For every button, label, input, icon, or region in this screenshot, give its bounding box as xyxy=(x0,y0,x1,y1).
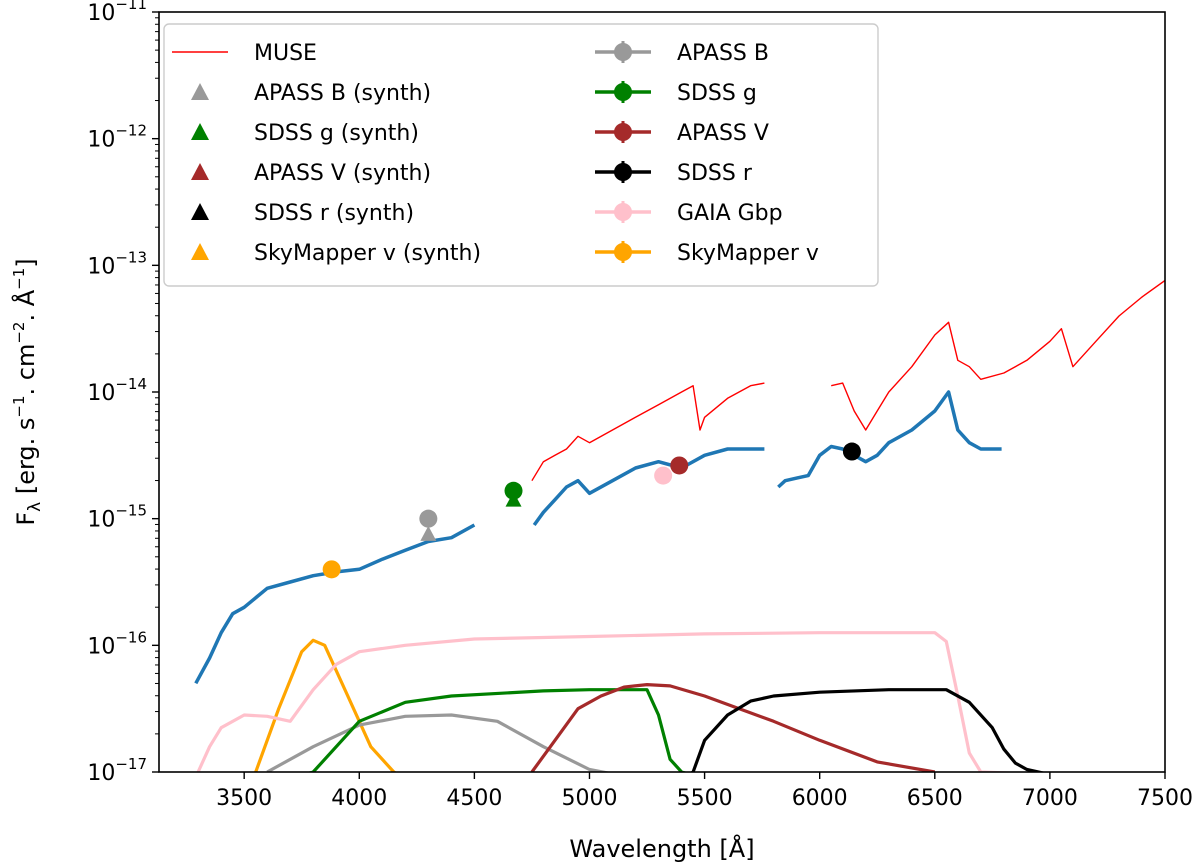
filter-curve-gaia-gbp xyxy=(196,631,1026,772)
legend-items: MUSE APASS B (synth) SDSS g (synth) APASS V… xyxy=(172,41,819,266)
legend-box xyxy=(163,23,879,287)
legend-label: APASS V (synth) xyxy=(254,161,431,186)
legend-label: APASS B xyxy=(677,41,769,66)
synth-point-apass-b-synth xyxy=(420,525,437,541)
x-tick-label: 7000 xyxy=(1022,786,1078,811)
spectrum-series xyxy=(194,390,1002,685)
spectrum-segment-1 xyxy=(194,523,476,685)
filter-curve-skymapper-v xyxy=(254,638,398,772)
legend-label: SDSS r (synth) xyxy=(254,201,414,226)
x-axis-label: Wavelength [Å] xyxy=(569,834,754,863)
y-axis-label-group: Fλ [erg. s−1. cm−2. Å−1] xyxy=(10,258,45,525)
y-axis-label: Fλ [erg. s−1. cm−2. Å−1] xyxy=(10,258,45,525)
legend-errorbar-dot xyxy=(614,163,632,181)
y-label-units3: . Å xyxy=(11,289,40,321)
legend-label: SkyMapper v (synth) xyxy=(254,241,481,266)
photometry-point-apass-b xyxy=(419,509,438,528)
muse-series xyxy=(531,279,1165,482)
legend-item-apass-b-synth: APASS B (synth) xyxy=(191,81,431,106)
legend-label: SkyMapper v xyxy=(677,241,819,266)
x-tick-label: 7500 xyxy=(1137,786,1193,811)
legend-label: APASS V xyxy=(677,121,769,146)
legend-label: SDSS r xyxy=(677,161,753,186)
legend-item-skymapper-v: SkyMapper v xyxy=(595,241,819,266)
legend-item-sdss-g-synth: SDSS g (synth) xyxy=(191,121,419,146)
y-label-units: [erg. s xyxy=(12,418,40,502)
legend-item-apass-v: APASS V xyxy=(595,121,769,146)
legend-label: SDSS g (synth) xyxy=(254,121,419,146)
filter-curve-apass-b xyxy=(266,713,612,772)
y-label-end: ] xyxy=(12,258,40,267)
muse-segment-1 xyxy=(531,382,765,482)
legend-errorbar-dot xyxy=(614,203,632,221)
legend-errorbar-dot xyxy=(614,243,632,261)
legend-errorbar-dot xyxy=(614,43,632,61)
legend-triangle-marker xyxy=(191,243,209,260)
y-tick-label: 10−13 xyxy=(87,248,147,279)
y-tick-label: 10−15 xyxy=(87,502,147,533)
x-tick-label: 5000 xyxy=(561,786,617,811)
legend-triangle-marker xyxy=(191,83,209,100)
y-tick-label: 10−14 xyxy=(87,375,147,406)
y-label-units2: . cm xyxy=(12,344,40,396)
y-tick-label: 10−11 xyxy=(87,0,147,26)
y-label-f: F xyxy=(12,512,40,526)
legend-errorbar-dot xyxy=(614,83,632,101)
photometry-point-gaia-gbp xyxy=(654,466,673,485)
spectrum-segment-3 xyxy=(777,390,1002,489)
y-tick-label: 10−17 xyxy=(87,755,147,786)
legend-item-sdss-r-synth: SDSS r (synth) xyxy=(191,201,414,226)
legend-item-sdss-r: SDSS r xyxy=(595,161,753,186)
legend-item-sdss-g: SDSS g xyxy=(595,81,757,106)
filter-curves xyxy=(196,631,1046,772)
x-tick-label: 4000 xyxy=(331,786,387,811)
y-tick-label: 10−12 xyxy=(87,122,147,153)
y-label-exp3: −1 xyxy=(10,268,28,290)
photometry-point-skymapper-v xyxy=(322,560,341,579)
legend-label: GAIA Gbp xyxy=(677,201,783,226)
legend: MUSE APASS B (synth) SDSS g (synth) APASS V… xyxy=(163,23,879,287)
legend-label: APASS B (synth) xyxy=(254,81,431,106)
legend-item-gaia-gbp: GAIA Gbp xyxy=(595,201,783,226)
photometry-points xyxy=(322,442,861,579)
x-tick-label: 6500 xyxy=(907,786,963,811)
x-tick-label: 6000 xyxy=(792,786,848,811)
filter-curve-apass-v xyxy=(530,683,936,772)
x-tick-label: 5500 xyxy=(677,786,733,811)
legend-item-apass-v-synth: APASS V (synth) xyxy=(191,161,431,186)
y-label-exp2: −2 xyxy=(10,322,28,344)
legend-item-apass-b: APASS B xyxy=(595,41,769,66)
legend-item-muse: MUSE xyxy=(172,41,317,66)
filter-curve-sdss-g xyxy=(307,688,688,772)
x-tick-label: 3500 xyxy=(216,786,272,811)
photometry-point-sdss-g xyxy=(504,481,523,500)
muse-segment-2 xyxy=(831,279,1165,431)
x-axis: 3500 4000 4500 5000 5500 6000 6500 7000 7500 xyxy=(216,772,1193,811)
y-label-exp1: −1 xyxy=(10,395,28,417)
legend-item-skymapper-v-synth: SkyMapper v (synth) xyxy=(191,241,481,266)
legend-label: SDSS g xyxy=(677,81,757,106)
filter-curve-sdss-r xyxy=(689,688,1046,772)
y-axis: 10−11 10−12 10−13 10−14 10−15 10−16 10−17 xyxy=(87,0,159,786)
photometry-point-sdss-r xyxy=(842,442,861,461)
legend-label: MUSE xyxy=(254,41,317,66)
legend-triangle-marker xyxy=(191,203,209,220)
photometry-point-apass-v xyxy=(670,456,689,475)
y-label-lambda: λ xyxy=(25,502,45,512)
y-tick-label: 10−16 xyxy=(87,628,147,659)
x-tick-label: 4500 xyxy=(446,786,502,811)
legend-triangle-marker xyxy=(191,163,209,180)
legend-triangle-marker xyxy=(191,123,209,140)
legend-errorbar-dot xyxy=(614,123,632,141)
spectrum-segment-2 xyxy=(532,447,765,527)
